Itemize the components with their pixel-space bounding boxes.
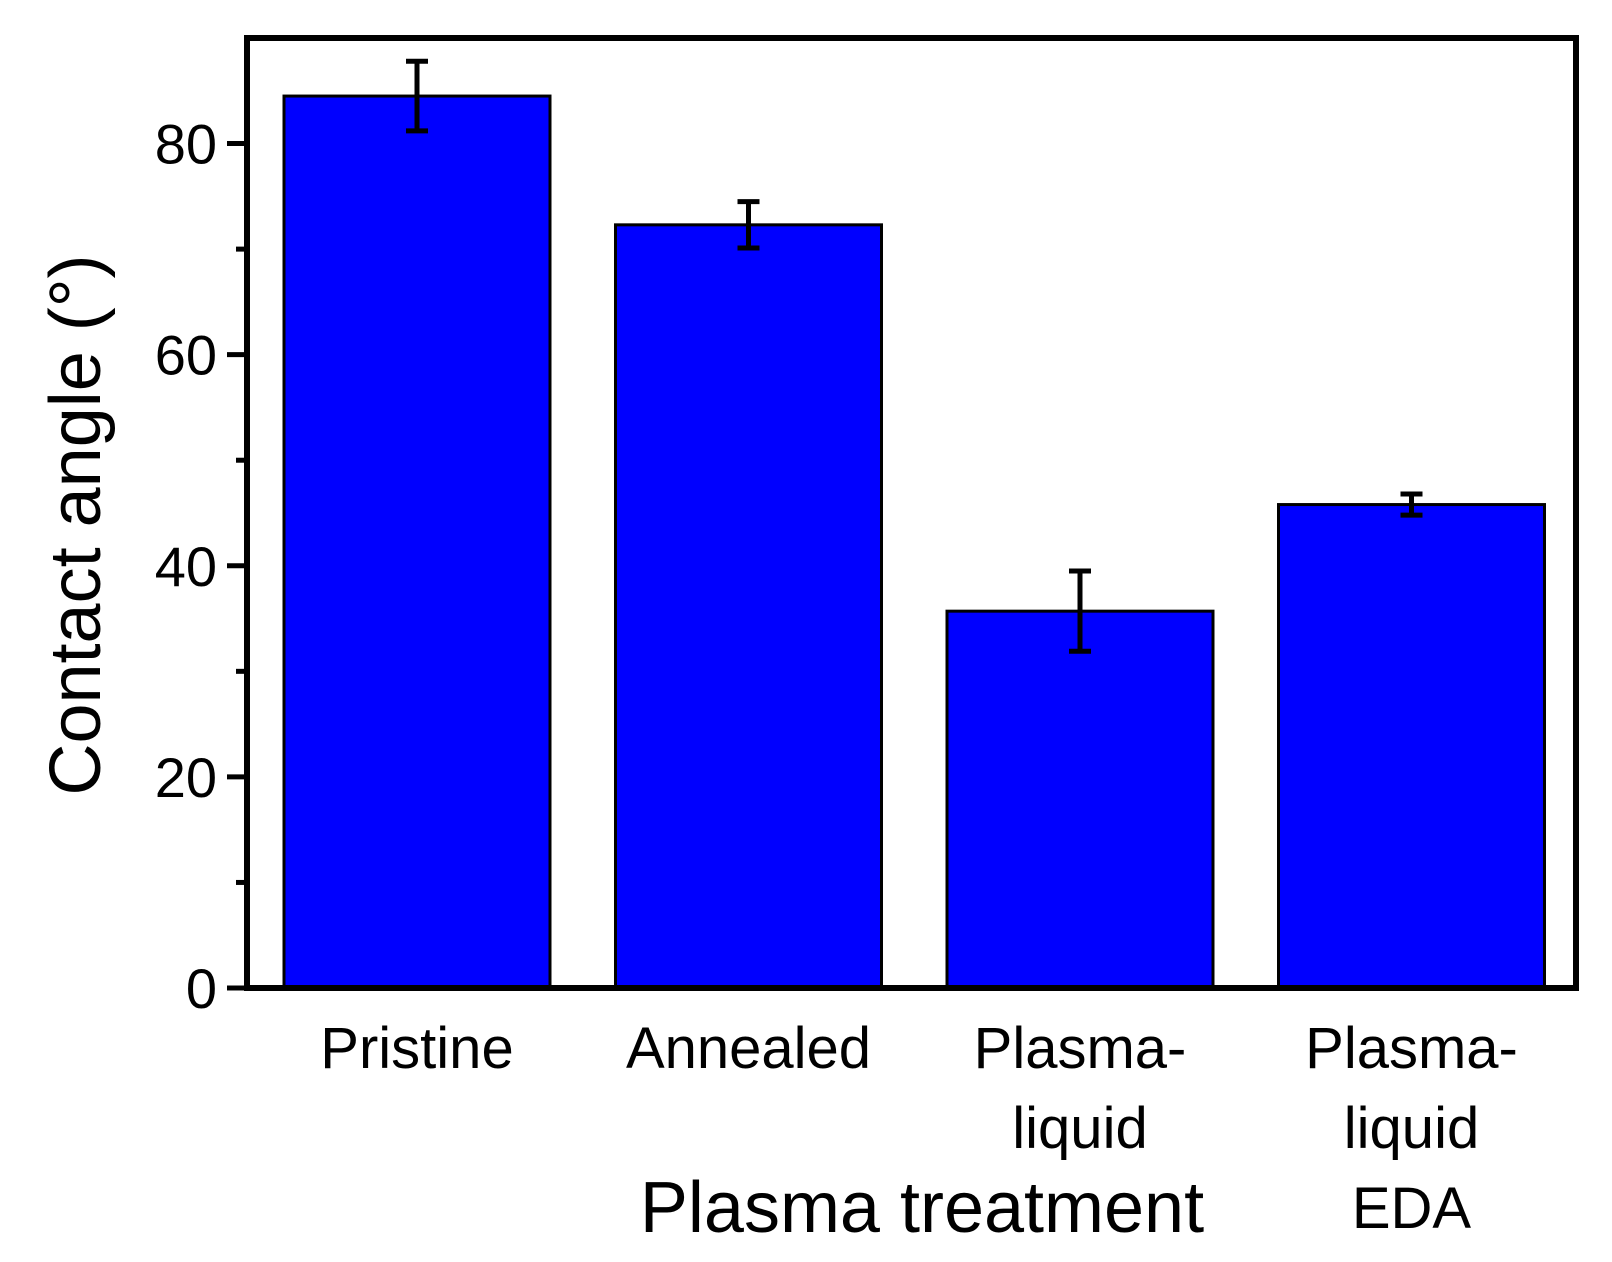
y-tick-label-80: 80 (155, 113, 217, 176)
y-axis-title: Contact angle (°) (36, 254, 116, 795)
x-category-label-1-line-1: Pristine (320, 1016, 513, 1081)
x-category-label-2: Annealed (626, 1016, 871, 1081)
x-category-label-3: Plasma-liquid (974, 1016, 1187, 1161)
x-category-label-4-line-3: EDA (1352, 1176, 1472, 1241)
x-category-label-4: Plasma-liquid EDA (1305, 1016, 1518, 1241)
bar-3 (945, 609, 1215, 990)
x-tick-labels-layer: Pristine Annealed Plasma-liquidPlasma-liqu… (320, 1016, 1518, 1241)
x-axis-title: Plasma treatment (640, 1168, 1204, 1248)
axes-layer (244, 35, 1579, 991)
y-tick-label-20: 20 (155, 746, 217, 809)
x-category-label-4-line-2: liquid (1344, 1096, 1479, 1161)
x-category-label-4-line-1: Plasma- (1305, 1016, 1518, 1081)
y-tick-label-40: 40 (155, 535, 217, 598)
y-tick-label-60: 60 (155, 324, 217, 387)
x-category-label-2-line-1: Annealed (626, 1016, 871, 1081)
bar-2 (614, 223, 883, 990)
x-category-label-3-line-2: liquid (1012, 1096, 1147, 1161)
x-category-label-3-line-1: Plasma- (974, 1016, 1187, 1081)
y-tick-label-0: 0 (186, 957, 217, 1020)
error-bars-layer (406, 58, 1423, 654)
x-category-label-1: Pristine (320, 1016, 513, 1081)
bar-4 (1277, 503, 1546, 990)
bar-1 (282, 94, 552, 990)
y-ticks-layer: 0 20 40 60 80 (155, 113, 247, 1020)
bars-layer (282, 94, 1546, 990)
